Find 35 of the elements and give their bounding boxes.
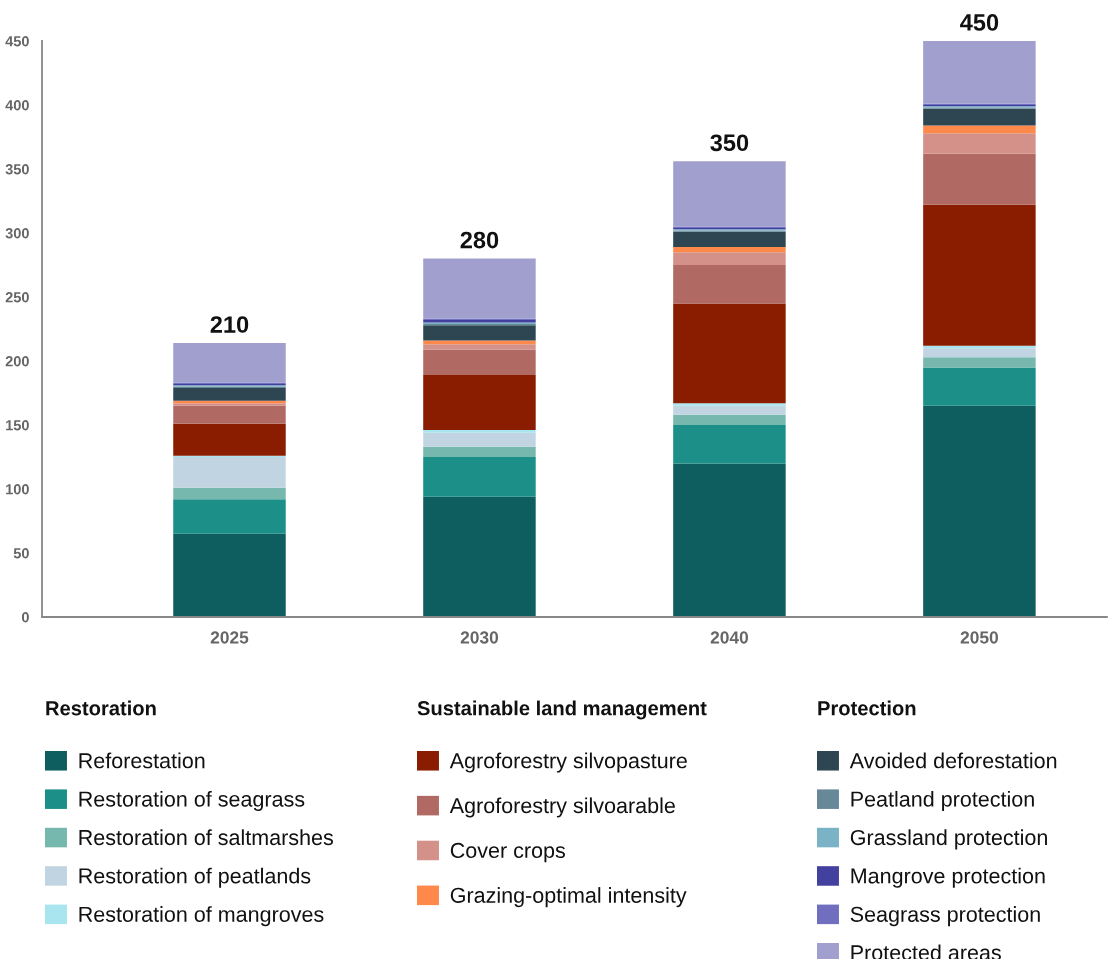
y-tick-label: 350 xyxy=(5,164,29,175)
legend-label: Grazing-optimal intensity xyxy=(450,887,687,908)
legend-label: Seagrass protection xyxy=(850,906,1040,927)
legend-label: Restoration of mangroves xyxy=(79,906,324,927)
legend-label: Restoration of peatlands xyxy=(79,867,311,888)
y-tick-label: 200 xyxy=(5,356,29,367)
legend-label: Mangrove protection xyxy=(851,867,1045,888)
y-tick-label: 100 xyxy=(6,484,29,495)
legend-label: Reforestation xyxy=(79,752,205,769)
legend-label: Peatland protection xyxy=(851,790,1034,811)
y-tick-label: 50 xyxy=(13,548,29,559)
x-tick-label: 2030 xyxy=(460,631,499,644)
legend-label: Agroforestry silvopasture xyxy=(449,752,687,773)
legend-label: Agroforestry silvoarable xyxy=(449,797,675,818)
text: Protection xyxy=(818,700,916,716)
x-tick-label: 2025 xyxy=(210,631,249,644)
total-label: 350 xyxy=(710,134,749,152)
legend-label: Cover crops xyxy=(450,842,565,863)
text: Sustainable land management xyxy=(417,700,707,720)
x-tick-label: 2050 xyxy=(960,631,999,644)
y-tick-label: 150 xyxy=(6,420,29,431)
y-tick-label: 250 xyxy=(5,292,29,303)
legend-label: Avoided deforestation xyxy=(849,752,1057,769)
legend-label: Restoration of seagrass xyxy=(79,790,305,811)
y-tick-label: 300 xyxy=(5,228,29,239)
y-tick-label: 400 xyxy=(5,100,29,111)
text: Restoration xyxy=(46,700,156,716)
total-label: 210 xyxy=(210,316,249,333)
total-label: 280 xyxy=(460,231,499,249)
y-tick-label: 0 xyxy=(21,612,29,623)
legend-label: Restoration of saltmarshes xyxy=(79,829,333,846)
legend-label: Grassland protection xyxy=(850,829,1047,850)
x-tick-label: 2040 xyxy=(710,631,749,644)
y-tick-label: 450 xyxy=(5,36,29,47)
total-label: 450 xyxy=(960,14,999,31)
